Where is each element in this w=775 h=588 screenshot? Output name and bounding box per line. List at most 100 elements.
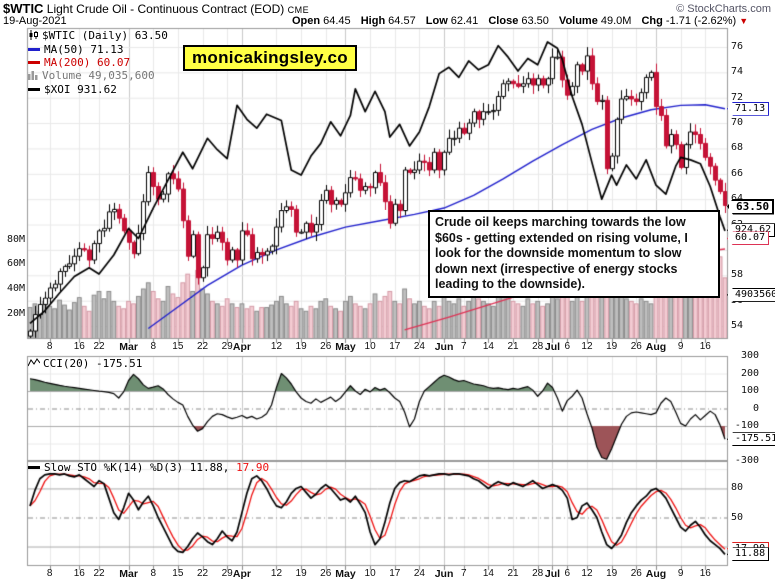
- cci-axis-tick: 200: [740, 367, 759, 379]
- chart-header: $WTIC Light Crude Oil - Continuous Contr…: [3, 1, 309, 16]
- x-axis-tick: 22: [93, 341, 105, 352]
- ma50-line-icon: [28, 48, 40, 51]
- chart-title: Light Crude Oil - Continuous Contract (E…: [46, 2, 285, 16]
- high-value: 64.57: [388, 15, 416, 27]
- x-axis-tick: Jun: [434, 341, 454, 353]
- ma200-line-icon: [28, 61, 40, 64]
- x-axis-tick: Apr: [232, 568, 251, 580]
- price-axis-tick: 68: [731, 142, 744, 154]
- x-axis-tick: May: [335, 568, 356, 580]
- close-value: 63.50: [521, 15, 549, 27]
- volume-axis-tag: 49035600: [727, 287, 775, 302]
- legend-ma50-label: MA(50) 71.13: [44, 43, 124, 56]
- x-axis-tick: 8: [150, 341, 156, 352]
- ma200-axis-tag: 60.07: [727, 231, 770, 246]
- cci-axis-tick: -300: [734, 455, 759, 466]
- sto-legend-red: 17.90: [236, 461, 270, 474]
- x-axis-tick: 12: [270, 341, 283, 352]
- sto-legend-black: Slow STO %K(14) %D(3) 11.88,: [44, 461, 230, 474]
- chg-value: -1.71 (-2.62%): [665, 15, 737, 27]
- price-axis-tick: 54: [731, 319, 744, 331]
- x-axis-tick: 22: [93, 568, 105, 579]
- legend-row-ma200: MA(200) 60.07: [28, 56, 168, 69]
- x-axis-tick: 22: [196, 341, 209, 352]
- chg-down-arrow-icon: ▼: [739, 16, 749, 26]
- x-axis-tick: 24: [413, 341, 425, 352]
- x-axis-tick: 28: [532, 568, 544, 579]
- x-axis-tick: 9: [677, 568, 684, 579]
- low-value: 62.41: [450, 15, 479, 27]
- ma50-axis-tag: 71.13: [727, 101, 770, 116]
- x-axis-tick: 16: [73, 341, 85, 352]
- x-axis-tick: 22: [196, 568, 209, 579]
- x-axis-tick: 19: [295, 341, 307, 352]
- cci-axis-tick: 0: [752, 402, 759, 414]
- x-axis-tick: 28: [532, 341, 544, 352]
- zigzag-icon: [27, 358, 41, 371]
- x-axis-tick: 16: [699, 341, 711, 352]
- x-axis-tick: 7: [460, 568, 467, 579]
- legend-xoi-label: $XOI 931.62: [44, 83, 117, 96]
- volume-label: Volume: [558, 15, 598, 27]
- x-axis-tick: 17: [389, 568, 401, 579]
- volume-value: 49.0M: [600, 15, 632, 27]
- legend-row-ma50: MA(50) 71.13: [28, 43, 168, 56]
- x-axis-tick: 19: [606, 568, 618, 579]
- x-axis-tick: 19: [606, 341, 618, 352]
- volume-axis-tick: 80M: [6, 233, 25, 245]
- sto-k-axis-tag: 11.88: [727, 547, 770, 562]
- x-axis-tick: Aug: [645, 568, 667, 580]
- x-axis-tick: 26: [630, 568, 642, 579]
- quote-row: Open 64.45 High 64.57 Low 62.41 Close 63.50 …: [292, 15, 748, 27]
- x-axis-tick: May: [335, 341, 356, 353]
- sto-line-icon: [28, 466, 40, 469]
- x-axis-tick: 9: [677, 341, 684, 352]
- cci-axis-tick: 100: [740, 385, 759, 396]
- xoi-line-icon: [28, 88, 40, 91]
- x-axis-tick: 26: [320, 568, 332, 579]
- x-axis-tick: 15: [172, 341, 184, 352]
- x-axis-tick: 26: [630, 341, 642, 352]
- date-label: 19-Aug-2021: [3, 15, 67, 27]
- x-axis-tick: 8: [150, 568, 156, 579]
- legend-row-volume: Volume 49,035,600: [28, 69, 168, 83]
- x-axis-tick: 29: [221, 341, 233, 352]
- close-axis-tag: 63.50: [727, 198, 775, 215]
- volume-axis-tick: 40M: [6, 283, 25, 294]
- x-axis-tick: Mar: [119, 568, 138, 580]
- price-axis-tick: 76: [731, 41, 744, 52]
- x-axis-tick: 24: [413, 568, 425, 579]
- sto-axis-tick: 80: [731, 482, 744, 494]
- x-axis-tick: Jun: [434, 568, 454, 580]
- x-axis-tick: 16: [699, 568, 711, 579]
- legend-wtic-label: $WTIC (Daily) 63.50: [42, 29, 168, 42]
- x-axis-tick: Aug: [645, 341, 667, 353]
- legend-ma200-label: MA(200) 60.07: [44, 56, 131, 69]
- volume-bars-icon: [28, 70, 39, 83]
- copyright-label: © StockCharts.com: [676, 3, 771, 15]
- x-axis-tick: 12: [581, 341, 593, 352]
- x-axis-tick: 21: [507, 341, 519, 352]
- x-axis-tick: 7: [460, 341, 467, 352]
- x-axis-tick: 15: [172, 568, 184, 579]
- volume-axis-tick: 60M: [6, 258, 25, 270]
- x-axis-tick: 12: [270, 568, 283, 579]
- legend-row-xoi: $XOI 931.62: [28, 83, 168, 96]
- symbol-label: $WTIC: [3, 1, 44, 16]
- x-axis-tick: Jul: [544, 341, 561, 353]
- exchange-label: CME: [287, 5, 310, 15]
- price-axis-tick: 74: [731, 66, 744, 78]
- volume-axis-tick: 20M: [6, 307, 25, 319]
- cci-legend: CCI(20) -175.51: [27, 357, 142, 371]
- price-axis-tick: 70: [731, 117, 744, 129]
- x-axis-tick: 14: [482, 568, 494, 579]
- low-label: Low: [425, 15, 448, 27]
- x-axis-tick: Apr: [232, 341, 251, 353]
- cci-axis-tick: 300: [740, 350, 759, 361]
- x-axis-tick: 14: [482, 341, 494, 352]
- price-legend: $WTIC (Daily) 63.50 MA(50) 71.13 MA(200)…: [28, 29, 168, 96]
- legend-volume-label: Volume 49,035,600: [42, 69, 155, 82]
- open-value: 64.45: [323, 15, 351, 27]
- sto-axis-tick: 50: [731, 511, 744, 523]
- x-axis-tick: 10: [364, 568, 376, 579]
